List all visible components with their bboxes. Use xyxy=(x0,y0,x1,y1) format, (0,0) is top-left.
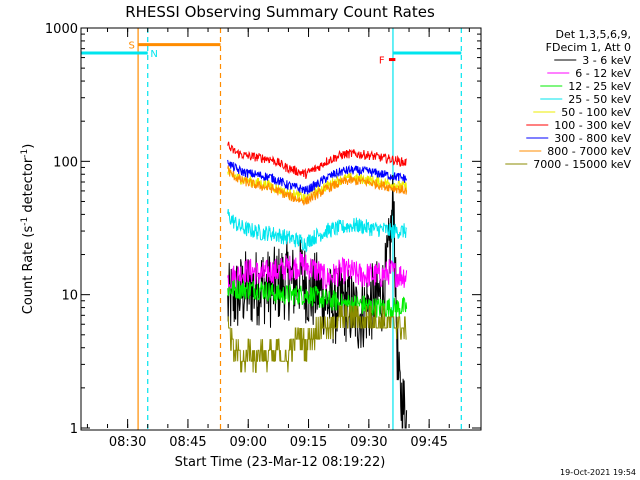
series-line-3 xyxy=(227,209,407,253)
plot-area: S N F xyxy=(81,28,462,430)
legend-entry: 50 - 100 keV xyxy=(561,106,631,119)
y-tick-label: 100 xyxy=(53,155,78,170)
saa-label: S xyxy=(128,41,134,52)
plot-frame xyxy=(80,27,482,431)
x-tick-label: 09:15 xyxy=(290,435,327,450)
x-tick-label: 09:45 xyxy=(410,435,447,450)
y-axis-label-end: ) xyxy=(21,144,36,149)
legend-entry: 6 - 12 keV xyxy=(575,67,631,80)
x-tick-label: 09:00 xyxy=(230,435,267,450)
y-axis-label-sup2: -1 xyxy=(20,149,30,158)
footer-date: 19-Oct-2021 19:54 xyxy=(560,468,636,477)
series-line-6 xyxy=(227,159,408,195)
series-line-7 xyxy=(227,165,408,206)
legend-entry: 25 - 50 keV xyxy=(568,93,631,106)
series-line-8 xyxy=(227,305,407,373)
legend-entry: 3 - 6 keV xyxy=(582,54,631,67)
legend-entry: 800 - 7000 keV xyxy=(547,145,631,158)
flare-label: F xyxy=(379,56,385,67)
y-axis-label-base: Count Rate (s xyxy=(21,226,36,315)
y-axis-label: Count Rate (s-1 detector-1) xyxy=(20,144,36,315)
y-tick-label: 1000 xyxy=(45,22,78,37)
legend-header-detectors: Det 1,3,5,6,9, xyxy=(555,28,631,41)
x-axis-label: Start Time (23-Mar-12 08:19:22) xyxy=(175,455,386,470)
series-line-5 xyxy=(227,141,407,179)
legend-entry: 300 - 800 keV xyxy=(554,132,631,145)
y-axis-label-sup1: -1 xyxy=(20,217,30,226)
night-label: N xyxy=(150,49,157,60)
axis-ticks: 1 10 100 1000 08:30 08:45 09:00 09:15 09:30 09:45 xyxy=(45,22,481,450)
y-tick-label: 1 xyxy=(70,422,78,437)
series-line-0 xyxy=(227,174,408,429)
x-tick-label: 08:45 xyxy=(169,435,206,450)
legend-entry: 100 - 300 keV xyxy=(554,119,631,132)
legend: Det 1,3,5,6,9, FDecim 1, Att 0 3 - 6 keV… xyxy=(505,28,631,171)
series-line-2 xyxy=(227,279,408,319)
legend-header-decim: FDecim 1, Att 0 xyxy=(546,41,631,54)
series-line-1 xyxy=(227,251,408,291)
y-axis-label-mid: detector xyxy=(21,157,36,217)
chart-title: RHESSI Observing Summary Count Rates xyxy=(125,3,435,21)
legend-entry: 7000 - 15000 keV xyxy=(533,158,631,171)
x-tick-label: 08:30 xyxy=(109,435,146,450)
x-tick-label: 09:30 xyxy=(350,435,387,450)
y-tick-label: 10 xyxy=(61,289,78,304)
legend-entry: 12 - 25 keV xyxy=(568,80,631,93)
